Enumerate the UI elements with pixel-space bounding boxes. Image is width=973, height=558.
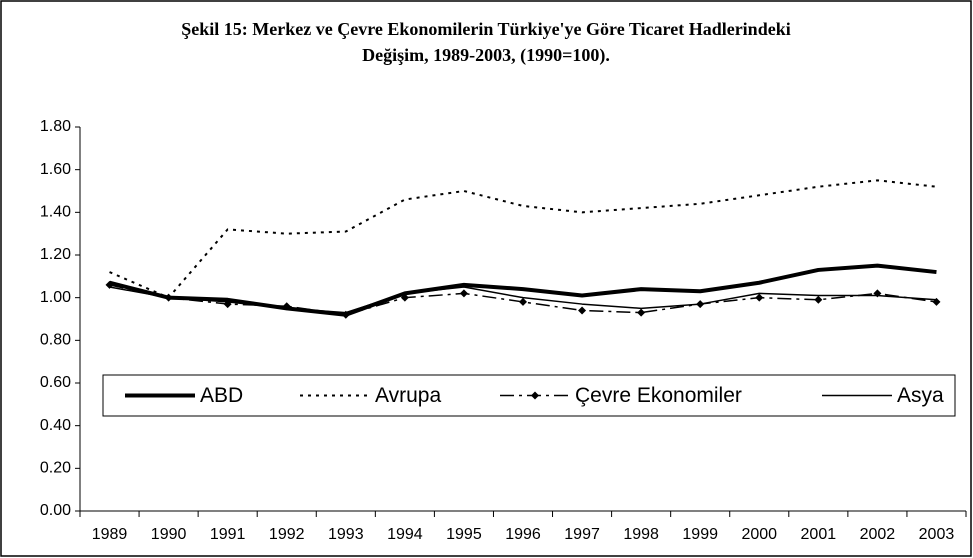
series-line: [109, 286, 937, 314]
x-tick-label: 1992: [269, 526, 305, 543]
x-tick-label: 1998: [623, 526, 659, 543]
marker: [637, 308, 646, 317]
marker: [459, 289, 468, 298]
x-tick-label: 2003: [919, 526, 955, 543]
y-tick-label: 1.40: [40, 204, 71, 221]
series-line: [109, 179, 937, 299]
x-tick-label: 2000: [741, 526, 777, 543]
y-tick-label: 1.00: [40, 289, 71, 306]
x-tick-label: 1993: [328, 526, 364, 543]
x-tick-label: 1997: [564, 526, 600, 543]
y-tick-label: 0.00: [40, 502, 71, 519]
x-tick-label: 1999: [682, 526, 718, 543]
marker: [578, 306, 587, 315]
legend-label: Avrupa: [375, 384, 441, 407]
chart-title: Şekil 15: Merkez ve Çevre Ekonomilerin T…: [181, 19, 790, 39]
y-tick-label: 0.60: [40, 374, 71, 391]
y-tick-label: 0.20: [40, 460, 71, 477]
marker: [814, 295, 823, 304]
x-tick-label: 1991: [210, 526, 246, 543]
marker: [755, 293, 764, 302]
legend-label: Asya: [897, 384, 944, 407]
y-tick-label: 0.40: [40, 417, 71, 434]
marker: [400, 293, 409, 302]
x-tick-label: 1990: [151, 526, 187, 543]
legend-label: ABD: [200, 384, 243, 407]
x-tick-label: 1995: [446, 526, 482, 543]
x-tick-label: 2001: [801, 526, 837, 543]
y-tick-label: 1.20: [40, 246, 71, 263]
y-tick-label: 1.80: [40, 118, 71, 135]
series-line: [109, 263, 937, 317]
marker: [519, 297, 527, 306]
x-tick-label: 1989: [92, 526, 128, 543]
x-tick-label: 1996: [505, 526, 541, 543]
y-tick-label: 0.80: [40, 332, 71, 349]
x-tick-label: 1994: [387, 526, 423, 543]
x-tick-label: 2002: [860, 526, 896, 543]
chart-title: Değişim, 1989-2003, (1990=100).: [362, 45, 610, 66]
y-tick-label: 1.60: [40, 161, 71, 178]
legend-marker: [531, 391, 539, 400]
legend-label: Çevre Ekonomiler: [575, 384, 742, 407]
